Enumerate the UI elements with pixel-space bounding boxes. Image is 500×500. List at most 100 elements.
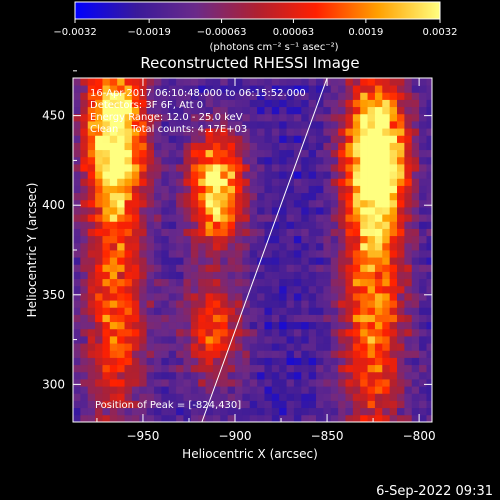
heatmap-cell [117,164,125,172]
heatmap-cell [411,228,420,237]
heatmap-cell [154,393,162,401]
heatmap-cell [374,414,383,422]
heatmap-cell [146,178,155,186]
heatmap-cell [301,285,310,294]
heatmap-cell [389,128,398,136]
heatmap-cell [87,257,96,265]
heatmap-cell [345,171,354,179]
heatmap-cell [183,156,192,165]
heatmap-cell [212,414,221,422]
heatmap-cell [389,242,398,251]
heatmap-cell [308,364,317,373]
heatmap-cell [190,357,199,366]
heatmap-cell [161,293,170,301]
heatmap-cell [190,149,199,158]
heatmap-cell [389,400,398,409]
heatmap-cell [330,293,339,301]
heatmap-cell [345,386,354,394]
heatmap-cell [279,307,287,315]
heatmap-cell [419,199,427,208]
heatmap-cell [124,285,133,294]
heatmap-cell [198,121,206,129]
heatmap-cell [95,250,103,258]
heatmap-cell [249,199,258,208]
heatmap-cell [426,92,432,100]
heatmap-cell [426,149,432,158]
heatmap-cell [168,121,177,129]
heatmap-cell [176,293,184,301]
heatmap-cell [73,113,81,122]
heatmap-cell [426,300,432,308]
heatmap-cell [73,321,81,330]
heatmap-cell [198,235,206,244]
heatmap-cell [389,278,398,287]
heatmap-cell [242,278,251,287]
heatmap-cell [117,142,125,151]
heatmap-cell [242,285,251,294]
heatmap-cell [330,336,339,344]
heatmap-cell [293,142,302,151]
heatmap-cell [168,171,177,179]
heatmap-cell [198,214,206,222]
heatmap-cell [168,400,177,409]
heatmap-cell [131,207,140,215]
heatmap-cell [183,142,192,151]
heatmap-cell [338,135,346,143]
heatmap-cell [220,106,229,115]
heatmap-cell [249,321,258,330]
heatmap-cell [220,99,229,108]
heatmap-cell [264,257,273,265]
heatmap-cell [293,99,302,108]
heatmap-cell [330,178,339,186]
heatmap-cell [190,106,199,115]
heatmap-cell [168,357,177,366]
heatmap-cell [109,264,118,272]
heatmap-cell [205,407,214,416]
heatmap-cell [139,371,148,380]
heatmap-cell [205,285,214,294]
heatmap-cell [190,314,199,323]
heatmap-cell [404,393,413,401]
heatmap-cell [183,106,192,115]
heatmap-cell [249,214,258,222]
heatmap-cell [293,113,302,122]
heatmap-cell [367,407,376,416]
heatmap-cell [411,113,420,122]
heatmap-cell [279,343,287,351]
heatmap-cell [124,106,133,115]
heatmap-cell [257,235,265,244]
heatmap-cell [205,99,214,108]
heatmap-cell [419,336,427,344]
heatmap-cell [161,178,170,186]
heatmap-cell [73,164,81,172]
heatmap-cell [316,393,324,401]
heatmap-cell [249,350,258,358]
heatmap-cell [382,357,391,366]
heatmap-cell [404,221,413,229]
heatmap-cell [293,78,302,86]
heatmap-cell [124,357,133,366]
heatmap-cell [345,156,354,165]
heatmap-cell [73,407,81,416]
heatmap-cell [308,328,317,337]
heatmap-cell [190,371,199,380]
heatmap-cell [154,199,162,208]
heatmap-cell [154,271,162,280]
heatmap-cell [73,99,81,108]
heatmap-cell [367,78,376,86]
heatmap-cell [382,135,391,143]
heatmap-cell [411,149,420,158]
heatmap-cell [190,300,199,308]
heatmap-cell [102,106,111,115]
heatmap-cell [190,407,199,416]
heatmap-cell [73,328,81,337]
heatmap-cell [80,207,89,215]
heatmap-cell [198,393,206,401]
heatmap-cell [360,78,368,86]
heatmap-cell [235,106,243,115]
heatmap-cell [264,121,273,129]
heatmap-cell [124,199,133,208]
heatmap-cell [146,99,155,108]
heatmap-cell [80,285,89,294]
heatmap-cell [404,386,413,394]
